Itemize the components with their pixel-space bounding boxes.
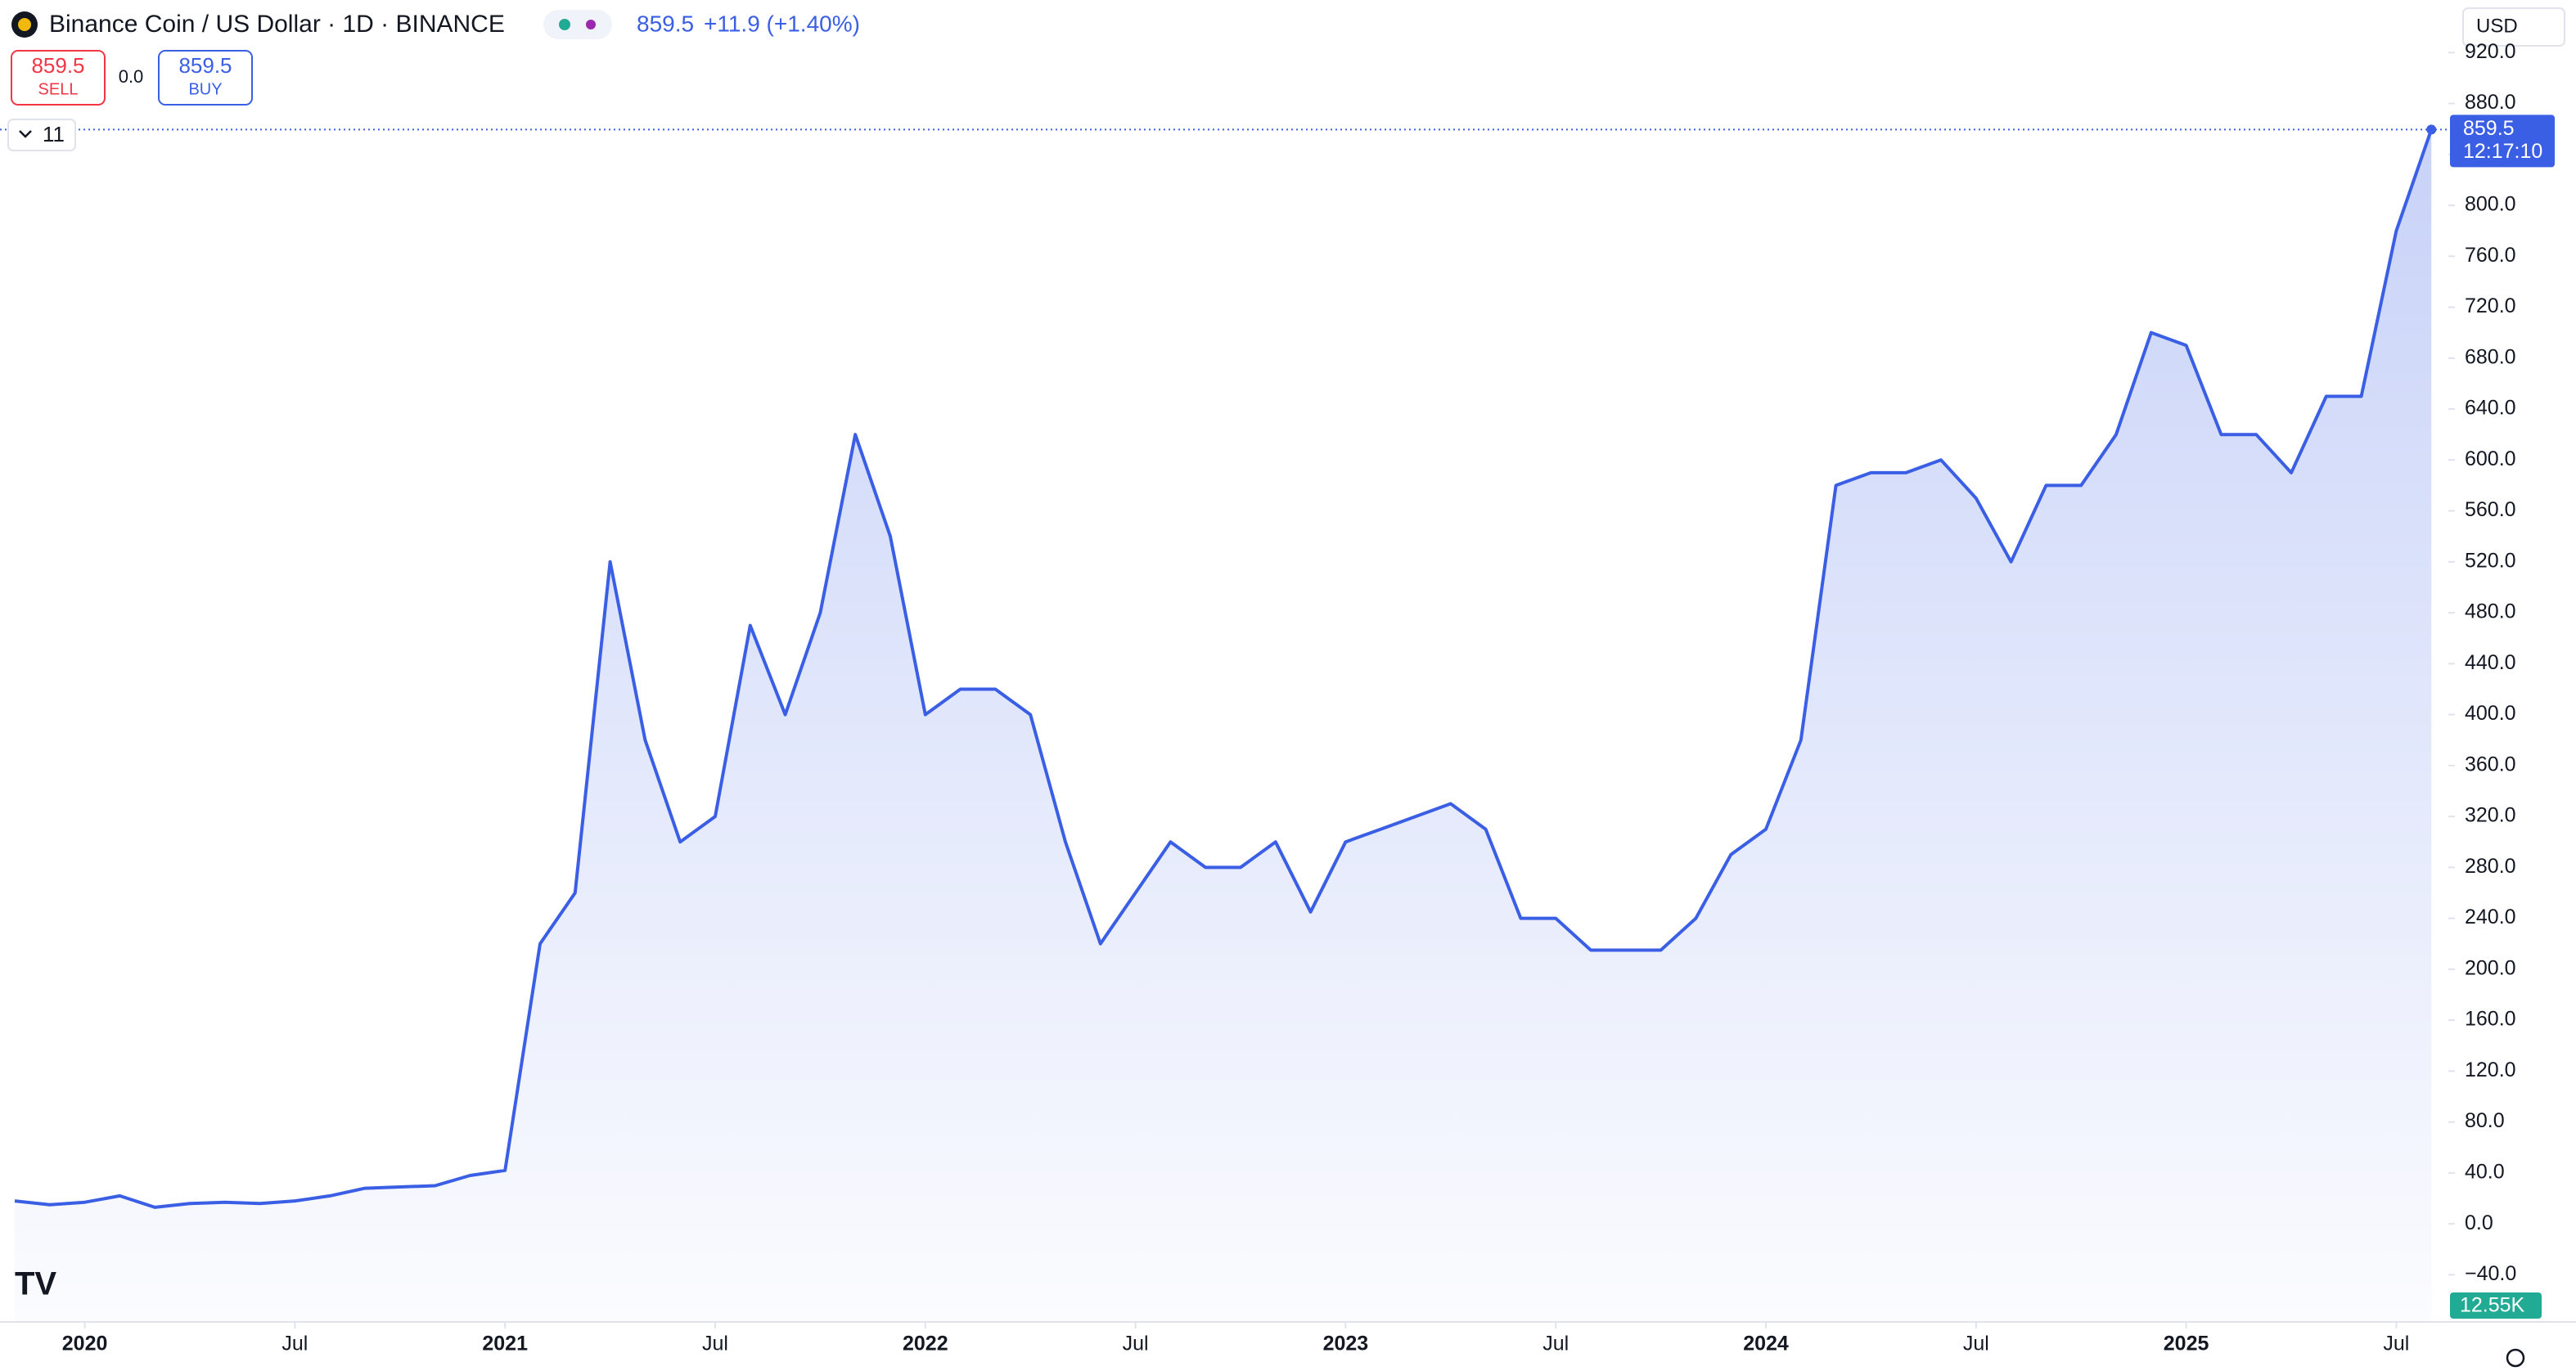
logo-mark [18, 18, 31, 31]
status-pill[interactable] [543, 10, 612, 39]
last-price-text: 859.5 [2463, 117, 2515, 140]
x-tick-label: 2023 [1323, 1333, 1369, 1355]
x-tick-label: Jul [1123, 1333, 1149, 1355]
header-price: 859.5 [637, 11, 694, 36]
y-tick-label: 320.0 [2465, 804, 2516, 827]
title: Binance Coin / US Dollar · 1D · BINANCE [49, 11, 505, 38]
spread: 0.0 [119, 66, 144, 87]
y-tick-label: 720.0 [2465, 294, 2516, 317]
x-tick-label: 2024 [1743, 1333, 1789, 1355]
y-tick-label: 560.0 [2465, 498, 2516, 521]
volume-tag [2450, 1292, 2542, 1319]
y-tick-label: 800.0 [2465, 193, 2516, 216]
sell-button[interactable] [11, 50, 106, 106]
last-price-tag [2450, 115, 2555, 168]
sell-price: 859.5 [31, 53, 84, 78]
indicator-count: 11 [43, 122, 65, 146]
y-tick-label: 0.0 [2465, 1211, 2493, 1234]
volume-label: 12.55K [2460, 1294, 2525, 1317]
buy-button[interactable] [158, 50, 253, 106]
area-fill [15, 129, 2432, 1322]
y-tick-label: 80.0 [2465, 1109, 2505, 1132]
last-point [2426, 124, 2437, 135]
y-tick-label: 640.0 [2465, 397, 2516, 420]
y-tick-label: 120.0 [2465, 1059, 2516, 1081]
y-tick-label: 920.0 [2465, 40, 2516, 63]
y-tick-label: 240.0 [2465, 906, 2516, 928]
tv-logo: TV [15, 1266, 56, 1302]
price-line [14, 128, 2434, 1209]
x-tick-label: Jul [702, 1333, 728, 1355]
y-tick-label: 440.0 [2465, 651, 2516, 674]
buy-price: 859.5 [178, 53, 232, 78]
header-change: +11.9 (+1.40%) [704, 11, 860, 36]
x-tick-label: 2025 [2164, 1333, 2209, 1355]
y-tick-label: −40.0 [2465, 1262, 2516, 1285]
y-tick-label: 480.0 [2465, 600, 2516, 623]
x-tick-label: Jul [2383, 1333, 2409, 1355]
y-tick-label: 280.0 [2465, 855, 2516, 878]
y-tick-label: 360.0 [2465, 753, 2516, 775]
y-tick-label: 680.0 [2465, 345, 2516, 368]
plot [0, 124, 2448, 1322]
buy-label: BUY [188, 80, 222, 98]
y-tick-label: 880.0 [2465, 91, 2516, 114]
share-icon [586, 20, 596, 29]
countdown-text: 12:17:10 [2463, 140, 2542, 163]
y-tick-label: 160.0 [2465, 1008, 2516, 1031]
y-tick-label: 600.0 [2465, 447, 2516, 470]
settings-icon[interactable] [2506, 1348, 2525, 1368]
x-tick-label: 2021 [482, 1333, 528, 1355]
currency: USD [2476, 15, 2518, 37]
y-tick-label: 400.0 [2465, 702, 2516, 725]
x-tick-label: 2022 [903, 1333, 948, 1355]
y-tick-label: 520.0 [2465, 549, 2516, 572]
status-dot [559, 19, 570, 30]
chevron [19, 130, 32, 138]
indicator-toggle[interactable] [7, 119, 76, 151]
x-tick-label: Jul [1963, 1333, 1989, 1355]
x-tick-label: Jul [1542, 1333, 1569, 1355]
y-tick-label: 40.0 [2465, 1161, 2505, 1184]
sell-label: SELL [38, 80, 79, 98]
x-tick-label: 2020 [62, 1333, 108, 1355]
currency-button[interactable] [2462, 7, 2565, 47]
y-tick-label: 200.0 [2465, 956, 2516, 979]
x-tick-label: Jul [281, 1333, 308, 1355]
y-tick-label: 760.0 [2465, 244, 2516, 267]
